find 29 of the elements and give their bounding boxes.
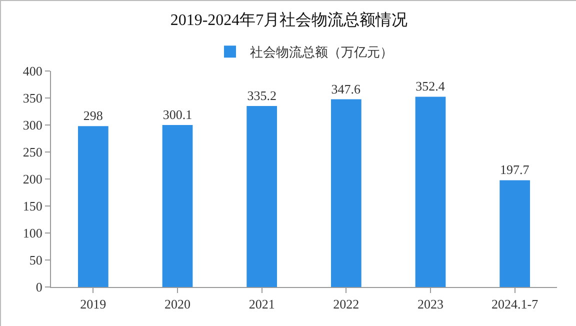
x-tick-label: 2024.1-7	[492, 296, 539, 312]
legend-label: 社会物流总额（万亿元）	[250, 44, 393, 60]
y-tick-label: 100	[22, 226, 42, 241]
x-tick-label: 2020	[164, 296, 190, 312]
x-tick-label: 2022	[333, 296, 360, 312]
bar	[500, 180, 530, 287]
data-label: 347.6	[331, 81, 362, 96]
y-tick-label: 200	[22, 172, 42, 187]
chart-title: 2019-2024年7月社会物流总额情况	[170, 11, 408, 30]
x-tick-label: 2023	[418, 296, 444, 312]
data-label: 197.7	[500, 162, 530, 178]
bar	[246, 106, 278, 287]
y-tick-label: 150	[22, 198, 42, 214]
x-tick-label: 2021	[248, 296, 275, 312]
bar	[162, 124, 193, 287]
y-tick-label: 400	[22, 64, 42, 79]
y-tick-label: 250	[22, 144, 42, 160]
y-tick-label: 350	[22, 90, 42, 106]
data-label: 352.4	[416, 78, 446, 94]
data-label: 300.1	[162, 106, 192, 122]
bar	[78, 126, 108, 287]
x-tick-label: 2019	[80, 296, 106, 312]
y-tick-label: 50	[29, 252, 42, 268]
y-tick-label: 300	[22, 118, 42, 133]
data-label: 298	[83, 108, 103, 124]
y-tick-label: 0	[36, 280, 42, 295]
data-label: 335.2	[247, 88, 276, 103]
bar	[415, 96, 446, 287]
bar	[330, 99, 362, 287]
